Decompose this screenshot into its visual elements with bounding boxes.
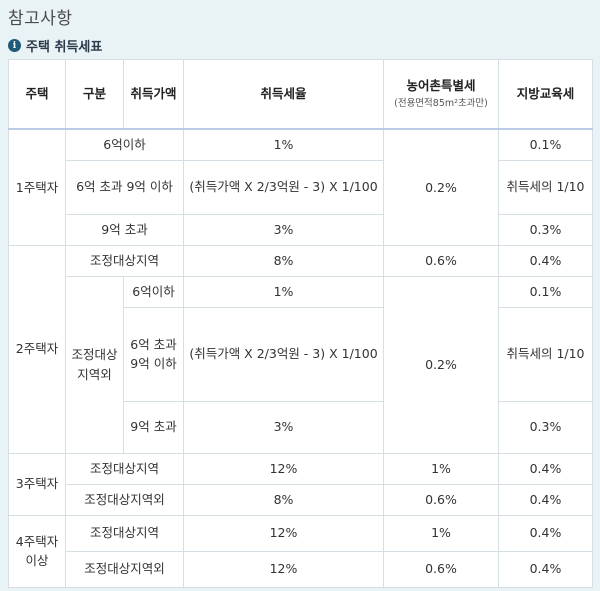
house-count-2: 2주택자 — [8, 244, 66, 454]
rate-cell: 1% — [183, 275, 384, 308]
table-row: 6억 초과 9억 이하 (취득가액 X 2/3억원 - 3) X 1/100 취… — [9, 306, 593, 402]
header-rural-tax: 농어촌특별세 (전용면적85m²초과만) — [383, 59, 499, 130]
category-cell: 조정대상지역 — [65, 514, 184, 552]
rural-tax-cell: 1% — [383, 452, 499, 485]
category-cell: 조정대상지역외 — [65, 483, 184, 516]
category-cell: 9억 초과 — [65, 213, 184, 246]
info-icon: i — [8, 39, 21, 52]
rural-tax-label: 농어촌특별세 — [406, 78, 476, 94]
table-row: 9억 초과 3% 0.3% — [9, 213, 593, 246]
category-cell: 6억이하 — [65, 128, 184, 161]
table-row: 3주택자 조정대상지역 12% 1% 0.4% — [8, 452, 593, 516]
edu-tax-cell: 0.4% — [498, 550, 593, 588]
rural-tax-cell: 0.6% — [383, 483, 499, 516]
rate-cell: 12% — [183, 452, 384, 485]
edu-tax-cell: 0.4% — [498, 514, 593, 552]
edu-tax-cell: 0.3% — [498, 400, 593, 454]
rural-tax-note: (전용면적85m²초과만) — [394, 97, 488, 109]
price-cell: 6억이하 — [123, 275, 184, 308]
edu-tax-cell: 0.4% — [498, 244, 593, 277]
table-row: 조정대상지역외 6억이하 1% 0.2% 0.1% — [9, 275, 593, 454]
rural-tax-cell: 0.6% — [383, 550, 499, 588]
table-row: 조정대상지역외 8% 0.6% 0.4% — [9, 483, 593, 516]
rate-cell: (취득가액 X 2/3억원 - 3) X 1/100 — [183, 306, 384, 402]
rate-cell: 8% — [183, 244, 384, 277]
table-row: 4주택자 이상 조정대상지역 12% 1% 0.4% — [8, 514, 593, 588]
acquisition-tax-table: 주택 구분 취득가액 취득세율 농어촌특별세 (전용면적85m²초과만) 지방교… — [8, 59, 593, 588]
house-count-3: 3주택자 — [8, 452, 66, 516]
edu-tax-cell: 0.3% — [498, 213, 593, 246]
header-rate: 취득세율 — [183, 59, 384, 130]
category-cell: 6억 초과 9억 이하 — [65, 159, 184, 215]
edu-tax-cell: 0.1% — [498, 275, 593, 308]
page-title: 참고사항 — [8, 9, 73, 29]
edu-tax-cell: 취득세의 1/10 — [498, 159, 593, 215]
rate-cell: 3% — [183, 400, 384, 454]
rate-cell: 8% — [183, 483, 384, 516]
header-house: 주택 — [8, 59, 66, 130]
rural-tax-cell: 0.6% — [383, 244, 499, 277]
table-row: 6억 초과 9억 이하 (취득가액 X 2/3억원 - 3) X 1/100 취… — [9, 159, 593, 215]
house-count-1: 1주택자 — [8, 128, 66, 246]
table-row: 2주택자 조정대상지역 8% 0.6% 0.4% — [8, 244, 593, 454]
tax-table-container: 주택 구분 취득가액 취득세율 농어촌특별세 (전용면적85m²초과만) 지방교… — [8, 59, 593, 591]
section-title: 주택 취득세표 — [26, 40, 103, 55]
rural-tax-cell: 1% — [383, 514, 499, 552]
rate-cell: 3% — [183, 213, 384, 246]
edu-tax-cell: 0.4% — [498, 483, 593, 516]
rate-cell: (취득가액 X 2/3억원 - 3) X 1/100 — [183, 159, 384, 215]
table-header-row: 주택 구분 취득가액 취득세율 농어촌특별세 (전용면적85m²초과만) 지방교… — [8, 59, 593, 130]
edu-tax-cell: 취득세의 1/10 — [498, 306, 593, 402]
edu-tax-cell: 0.4% — [498, 452, 593, 485]
category-cell: 조정대상지역외 — [65, 550, 184, 588]
rate-cell: 12% — [183, 550, 384, 588]
rate-cell: 12% — [183, 514, 384, 552]
table-row: 9억 초과 3% 0.3% — [9, 400, 593, 454]
header-category: 구분 — [65, 59, 124, 130]
non-adjusted-area-cell: 조정대상지역외 — [65, 275, 124, 454]
category-cell: 조정대상지역 — [65, 452, 184, 485]
price-cell: 6억 초과 9억 이하 — [123, 306, 184, 402]
header-edu-tax: 지방교육세 — [498, 59, 593, 130]
category-cell: 조정대상지역 — [65, 244, 184, 277]
table-row: 조정대상지역외 12% 0.6% 0.4% — [9, 550, 593, 588]
house-count-4-plus: 4주택자 이상 — [8, 514, 66, 588]
rural-tax-cell: 0.2% — [383, 275, 499, 454]
header-price: 취득가액 — [123, 59, 184, 130]
rate-cell: 1% — [183, 128, 384, 161]
edu-tax-cell: 0.1% — [498, 128, 593, 161]
table-row: 1주택자 6억이하 1% 0.2% 0.1% — [8, 128, 593, 246]
price-cell: 9억 초과 — [123, 400, 184, 454]
section-header: i 주택 취득세표 — [8, 36, 102, 55]
rural-tax-cell: 0.2% — [383, 128, 499, 246]
